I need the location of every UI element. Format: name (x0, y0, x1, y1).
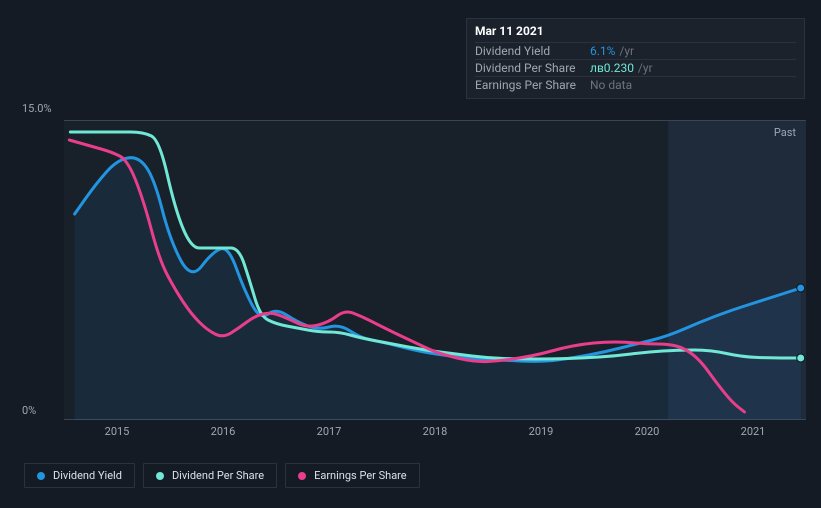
tooltip-metric-label: Dividend Yield (475, 44, 590, 58)
legend-item-dividend-yield[interactable]: Dividend Yield (24, 463, 135, 488)
legend: Dividend Yield Dividend Per Share Earnings… (24, 463, 420, 488)
dividend-chart: 15.0% Past 0% 20152016201720182019202020… (24, 105, 806, 445)
legend-label: Dividend Per Share (172, 469, 264, 482)
y-axis-max: 15.0% (22, 102, 52, 115)
legend-dot (37, 472, 45, 480)
chart-tooltip: Mar 11 2021 Dividend Yield6.1% /yrDivide… (466, 18, 805, 99)
x-tick-label: 2015 (105, 425, 130, 438)
tooltip-row: Dividend Yield6.1% /yr (475, 42, 796, 59)
tooltip-row: Dividend Per Shareлв0.230 /yr (475, 59, 796, 76)
legend-item-dividend-per-share[interactable]: Dividend Per Share (143, 463, 277, 488)
legend-dot (156, 472, 164, 480)
past-label: Past (774, 126, 796, 139)
tooltip-date: Mar 11 2021 (475, 24, 796, 38)
legend-dot (298, 472, 306, 480)
x-tick-label: 2017 (317, 425, 342, 438)
tooltip-metric-value: No data (590, 78, 632, 92)
y-axis-min: 0% (22, 404, 36, 417)
tooltip-metric-value: 6.1% /yr (590, 44, 634, 58)
tooltip-metric-label: Earnings Per Share (475, 78, 590, 92)
tooltip-metric-value: лв0.230 /yr (590, 61, 653, 75)
x-tick-label: 2021 (741, 425, 766, 438)
legend-label: Dividend Yield (53, 469, 122, 482)
x-tick-label: 2019 (529, 425, 554, 438)
tooltip-metric-label: Dividend Per Share (475, 61, 590, 75)
legend-item-earnings-per-share[interactable]: Earnings Per Share (285, 463, 420, 488)
x-tick-label: 2020 (635, 425, 660, 438)
x-axis: 2015 2016 2017 2018 2019 2020 2021 (24, 425, 806, 445)
tooltip-row: Earnings Per ShareNo data (475, 76, 796, 93)
x-tick-label: 2016 (211, 425, 236, 438)
plot-area: Past (24, 120, 806, 420)
legend-label: Earnings Per Share (314, 469, 407, 482)
x-tick-label: 2018 (423, 425, 448, 438)
